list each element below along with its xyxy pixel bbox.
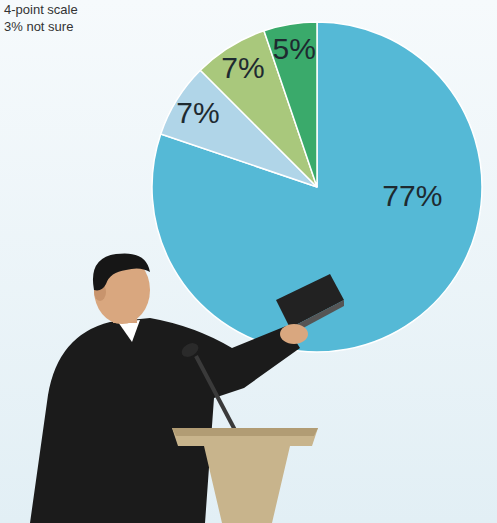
pie [152, 22, 482, 352]
hair [93, 253, 150, 290]
data-labels: 77%7%7%5% [176, 32, 442, 212]
podium-top [172, 428, 318, 436]
chart-root: 4-point scale3% not sure77%7%7%5% [0, 0, 497, 523]
mic-stand [196, 356, 236, 432]
podium [172, 428, 318, 523]
subtitle: 4-point scale [4, 2, 78, 17]
data-label: 7% [176, 96, 219, 129]
data-label: 77% [382, 179, 442, 212]
preacher-illustration [30, 253, 344, 523]
data-label: 7% [221, 51, 264, 84]
pie-slice [264, 22, 317, 187]
microphone [179, 340, 201, 359]
background [0, 0, 497, 523]
pie-slice [152, 22, 482, 352]
data-label: 5% [272, 32, 315, 65]
hand [280, 324, 308, 344]
annotation: 3% not sure [4, 19, 73, 34]
